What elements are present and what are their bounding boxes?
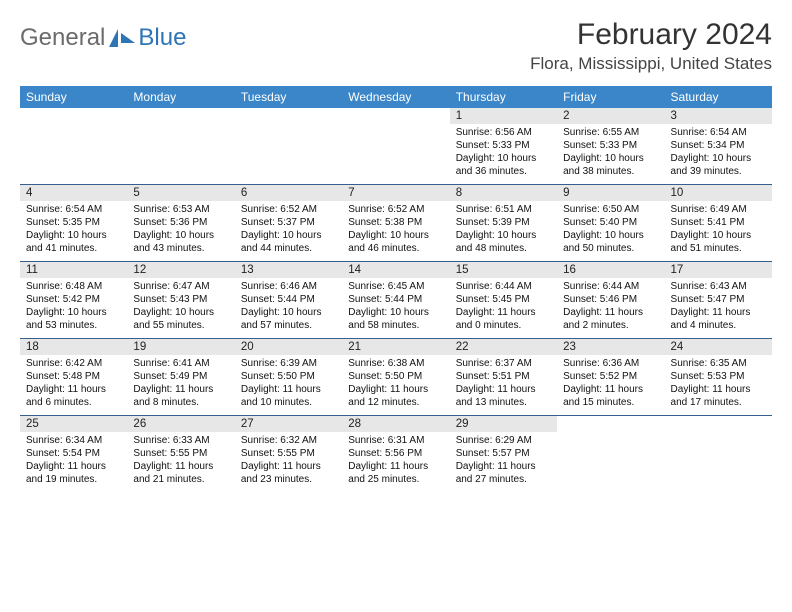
day-number-cell: 8: [450, 185, 557, 201]
day-detail-cell: Sunrise: 6:44 AMSunset: 5:45 PMDaylight:…: [450, 278, 557, 339]
day-number-cell: 5: [127, 185, 234, 201]
day-number-cell: 22: [450, 339, 557, 355]
day-number-cell: 20: [235, 339, 342, 355]
dow-header-tuesday: Tuesday: [235, 86, 342, 108]
day-number-cell: 26: [127, 416, 234, 432]
dow-header-monday: Monday: [127, 86, 234, 108]
day-detail-cell: Sunrise: 6:49 AMSunset: 5:41 PMDaylight:…: [665, 201, 772, 262]
day-detail-cell: Sunrise: 6:44 AMSunset: 5:46 PMDaylight:…: [557, 278, 664, 339]
day-detail-cell: Sunrise: 6:55 AMSunset: 5:33 PMDaylight:…: [557, 124, 664, 185]
day-detail-cell: [127, 124, 234, 185]
day-detail-cell: Sunrise: 6:41 AMSunset: 5:49 PMDaylight:…: [127, 355, 234, 416]
day-number-cell: 25: [20, 416, 127, 432]
brand-logo: General Blue: [20, 18, 186, 52]
day-number-row: 11121314151617: [20, 262, 772, 278]
day-number-cell: 9: [557, 185, 664, 201]
day-number-cell: 3: [665, 108, 772, 124]
day-number-cell: 11: [20, 262, 127, 278]
day-detail-cell: Sunrise: 6:51 AMSunset: 5:39 PMDaylight:…: [450, 201, 557, 262]
day-detail-cell: Sunrise: 6:54 AMSunset: 5:34 PMDaylight:…: [665, 124, 772, 185]
day-number-cell: [235, 108, 342, 124]
day-detail-cell: Sunrise: 6:52 AMSunset: 5:37 PMDaylight:…: [235, 201, 342, 262]
brand-part2: Blue: [138, 24, 186, 52]
day-number-cell: [127, 108, 234, 124]
location-subtitle: Flora, Mississippi, United States: [530, 54, 772, 74]
day-detail-cell: Sunrise: 6:33 AMSunset: 5:55 PMDaylight:…: [127, 432, 234, 492]
day-detail-cell: Sunrise: 6:37 AMSunset: 5:51 PMDaylight:…: [450, 355, 557, 416]
day-number-cell: 14: [342, 262, 449, 278]
header-right: February 2024 Flora, Mississippi, United…: [530, 18, 772, 74]
day-number-cell: 7: [342, 185, 449, 201]
day-detail-cell: Sunrise: 6:45 AMSunset: 5:44 PMDaylight:…: [342, 278, 449, 339]
dow-header-sunday: Sunday: [20, 86, 127, 108]
day-detail-cell: Sunrise: 6:42 AMSunset: 5:48 PMDaylight:…: [20, 355, 127, 416]
day-number-cell: 18: [20, 339, 127, 355]
day-number-cell: 27: [235, 416, 342, 432]
dow-header-friday: Friday: [557, 86, 664, 108]
day-detail-cell: Sunrise: 6:52 AMSunset: 5:38 PMDaylight:…: [342, 201, 449, 262]
day-number-cell: 12: [127, 262, 234, 278]
day-detail-cell: Sunrise: 6:32 AMSunset: 5:55 PMDaylight:…: [235, 432, 342, 492]
day-number-cell: 4: [20, 185, 127, 201]
day-detail-cell: [342, 124, 449, 185]
day-detail-cell: Sunrise: 6:36 AMSunset: 5:52 PMDaylight:…: [557, 355, 664, 416]
day-number-cell: 23: [557, 339, 664, 355]
day-detail-cell: Sunrise: 6:46 AMSunset: 5:44 PMDaylight:…: [235, 278, 342, 339]
dow-header-saturday: Saturday: [665, 86, 772, 108]
day-number-cell: [557, 416, 664, 432]
dow-header-wednesday: Wednesday: [342, 86, 449, 108]
day-detail-row: Sunrise: 6:34 AMSunset: 5:54 PMDaylight:…: [20, 432, 772, 492]
day-number-row: 45678910: [20, 185, 772, 201]
day-detail-cell: [235, 124, 342, 185]
month-title: February 2024: [530, 18, 772, 52]
day-number-cell: 24: [665, 339, 772, 355]
brand-part1: General: [20, 24, 105, 52]
day-number-cell: 28: [342, 416, 449, 432]
day-number-row: 18192021222324: [20, 339, 772, 355]
day-number-cell: 21: [342, 339, 449, 355]
day-number-cell: 17: [665, 262, 772, 278]
top-bar: General Blue February 2024 Flora, Missis…: [20, 18, 772, 74]
day-detail-row: Sunrise: 6:54 AMSunset: 5:35 PMDaylight:…: [20, 201, 772, 262]
day-detail-cell: [557, 432, 664, 492]
day-detail-cell: Sunrise: 6:29 AMSunset: 5:57 PMDaylight:…: [450, 432, 557, 492]
day-number-cell: 10: [665, 185, 772, 201]
day-detail-cell: Sunrise: 6:54 AMSunset: 5:35 PMDaylight:…: [20, 201, 127, 262]
dow-header-thursday: Thursday: [450, 86, 557, 108]
day-number-cell: 16: [557, 262, 664, 278]
brand-sail2-icon: [121, 33, 135, 43]
day-number-cell: 29: [450, 416, 557, 432]
day-detail-cell: Sunrise: 6:48 AMSunset: 5:42 PMDaylight:…: [20, 278, 127, 339]
day-number-cell: 13: [235, 262, 342, 278]
day-detail-cell: Sunrise: 6:31 AMSunset: 5:56 PMDaylight:…: [342, 432, 449, 492]
day-detail-cell: Sunrise: 6:34 AMSunset: 5:54 PMDaylight:…: [20, 432, 127, 492]
day-detail-cell: [20, 124, 127, 185]
day-detail-cell: Sunrise: 6:56 AMSunset: 5:33 PMDaylight:…: [450, 124, 557, 185]
calendar-page: General Blue February 2024 Flora, Missis…: [0, 0, 792, 612]
day-number-cell: 2: [557, 108, 664, 124]
day-number-row: 123: [20, 108, 772, 124]
day-detail-row: Sunrise: 6:42 AMSunset: 5:48 PMDaylight:…: [20, 355, 772, 416]
day-number-cell: 15: [450, 262, 557, 278]
day-detail-cell: Sunrise: 6:43 AMSunset: 5:47 PMDaylight:…: [665, 278, 772, 339]
day-number-cell: [665, 416, 772, 432]
day-detail-cell: Sunrise: 6:53 AMSunset: 5:36 PMDaylight:…: [127, 201, 234, 262]
day-number-cell: [342, 108, 449, 124]
calendar-table: SundayMondayTuesdayWednesdayThursdayFrid…: [20, 86, 772, 492]
day-number-cell: [20, 108, 127, 124]
day-number-row: 2526272829: [20, 416, 772, 432]
day-detail-cell: Sunrise: 6:39 AMSunset: 5:50 PMDaylight:…: [235, 355, 342, 416]
dow-header-row: SundayMondayTuesdayWednesdayThursdayFrid…: [20, 86, 772, 108]
day-detail-cell: Sunrise: 6:50 AMSunset: 5:40 PMDaylight:…: [557, 201, 664, 262]
day-detail-row: Sunrise: 6:56 AMSunset: 5:33 PMDaylight:…: [20, 124, 772, 185]
day-detail-cell: [665, 432, 772, 492]
day-detail-cell: Sunrise: 6:38 AMSunset: 5:50 PMDaylight:…: [342, 355, 449, 416]
day-detail-row: Sunrise: 6:48 AMSunset: 5:42 PMDaylight:…: [20, 278, 772, 339]
day-number-cell: 6: [235, 185, 342, 201]
brand-sail-icon: [109, 29, 118, 47]
day-detail-cell: Sunrise: 6:35 AMSunset: 5:53 PMDaylight:…: [665, 355, 772, 416]
day-number-cell: 1: [450, 108, 557, 124]
day-number-cell: 19: [127, 339, 234, 355]
day-detail-cell: Sunrise: 6:47 AMSunset: 5:43 PMDaylight:…: [127, 278, 234, 339]
